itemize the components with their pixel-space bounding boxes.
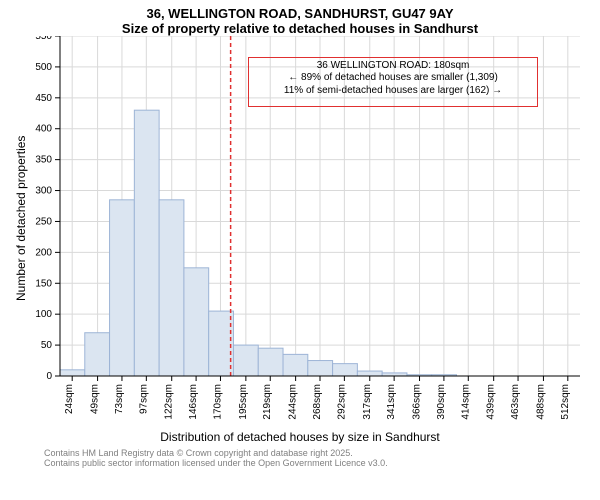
svg-text:292sqm: 292sqm bbox=[336, 384, 347, 420]
x-axis-label: Distribution of detached houses by size … bbox=[0, 430, 600, 444]
svg-text:439sqm: 439sqm bbox=[486, 384, 497, 420]
svg-text:390sqm: 390sqm bbox=[436, 384, 447, 420]
svg-text:49sqm: 49sqm bbox=[90, 384, 101, 414]
svg-text:450: 450 bbox=[35, 93, 52, 104]
annotation-line: 11% of semi-detached houses are larger (… bbox=[253, 85, 533, 98]
svg-text:0: 0 bbox=[46, 371, 52, 382]
svg-text:500: 500 bbox=[35, 62, 52, 73]
annotation-line: 36 WELLINGTON ROAD: 180sqm bbox=[253, 60, 533, 73]
svg-text:300: 300 bbox=[35, 186, 52, 197]
svg-text:195sqm: 195sqm bbox=[238, 384, 249, 420]
svg-text:200: 200 bbox=[35, 247, 52, 258]
svg-text:414sqm: 414sqm bbox=[460, 384, 471, 420]
svg-text:550: 550 bbox=[35, 36, 52, 42]
svg-text:170sqm: 170sqm bbox=[212, 384, 223, 420]
title-line2: Size of property relative to detached ho… bbox=[0, 21, 600, 36]
svg-text:73sqm: 73sqm bbox=[114, 384, 125, 414]
annotation-line: ← 89% of detached houses are smaller (1,… bbox=[253, 72, 533, 85]
title-line1: 36, WELLINGTON ROAD, SANDHURST, GU47 9AY bbox=[0, 6, 600, 21]
svg-text:350: 350 bbox=[35, 155, 52, 166]
chart-titles: 36, WELLINGTON ROAD, SANDHURST, GU47 9AY… bbox=[0, 0, 600, 36]
annotation-box: 36 WELLINGTON ROAD: 180sqm← 89% of detac… bbox=[248, 57, 538, 107]
svg-text:400: 400 bbox=[35, 124, 52, 135]
svg-text:50: 50 bbox=[41, 340, 53, 351]
svg-text:512sqm: 512sqm bbox=[560, 384, 571, 420]
svg-text:24sqm: 24sqm bbox=[64, 384, 75, 414]
svg-text:122sqm: 122sqm bbox=[164, 384, 175, 420]
svg-text:146sqm: 146sqm bbox=[188, 384, 199, 420]
svg-text:488sqm: 488sqm bbox=[535, 384, 546, 420]
svg-text:268sqm: 268sqm bbox=[312, 384, 323, 420]
footer-line2: Contains public sector information licen… bbox=[44, 458, 600, 468]
svg-text:317sqm: 317sqm bbox=[362, 384, 373, 420]
svg-text:463sqm: 463sqm bbox=[510, 384, 521, 420]
svg-text:244sqm: 244sqm bbox=[288, 384, 299, 420]
footer-line1: Contains HM Land Registry data © Crown c… bbox=[44, 448, 600, 458]
svg-text:366sqm: 366sqm bbox=[412, 384, 423, 420]
svg-text:250: 250 bbox=[35, 216, 52, 227]
svg-text:341sqm: 341sqm bbox=[386, 384, 397, 420]
svg-text:150: 150 bbox=[35, 278, 52, 289]
svg-text:97sqm: 97sqm bbox=[138, 384, 149, 414]
svg-text:100: 100 bbox=[35, 309, 52, 320]
svg-text:219sqm: 219sqm bbox=[262, 384, 273, 420]
chart-area: Number of detached properties 0501001502… bbox=[0, 36, 600, 428]
attribution-footer: Contains HM Land Registry data © Crown c… bbox=[0, 444, 600, 468]
